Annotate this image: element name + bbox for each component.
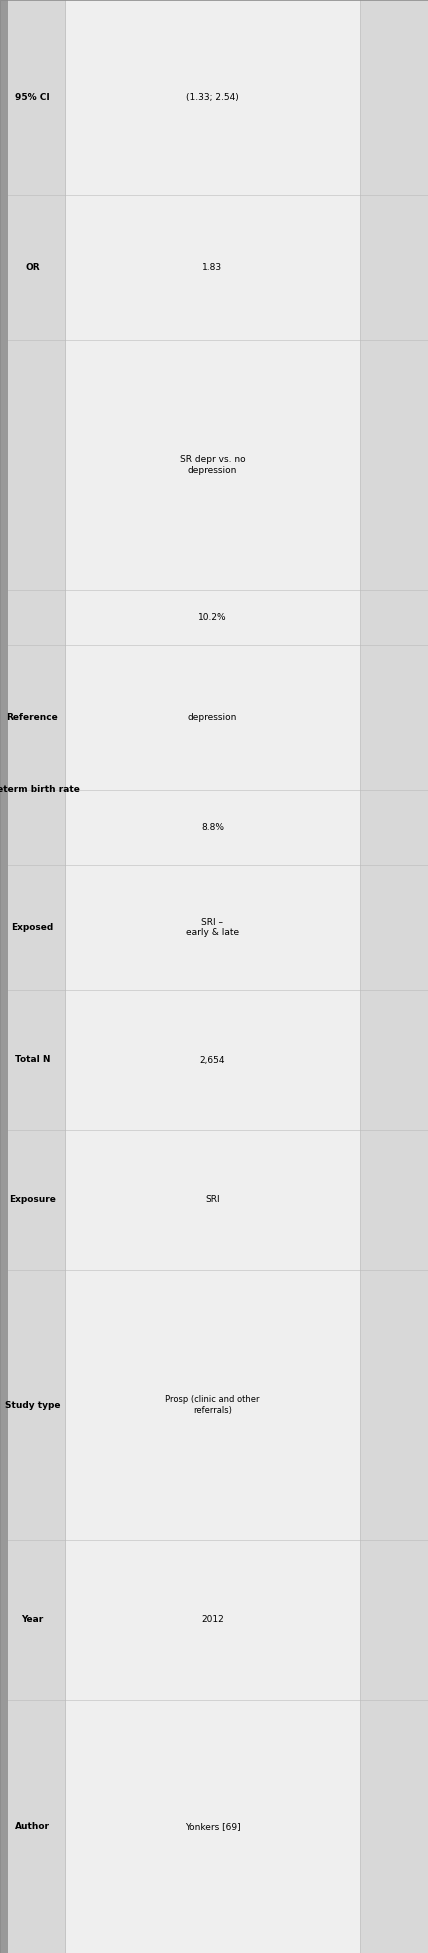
Bar xyxy=(65,0,360,1953)
Text: Exposed: Exposed xyxy=(12,924,54,932)
Text: SRI: SRI xyxy=(205,1195,220,1205)
Text: Exposure: Exposure xyxy=(9,1195,56,1205)
Text: 2,654: 2,654 xyxy=(200,1055,225,1064)
Text: Reference: Reference xyxy=(6,713,58,723)
Text: 95% CI: 95% CI xyxy=(15,94,50,102)
Bar xyxy=(360,0,428,1953)
Text: SRI –
early & late: SRI – early & late xyxy=(186,918,239,937)
Bar xyxy=(0,0,8,1953)
Text: Prosp (clinic and other
referrals): Prosp (clinic and other referrals) xyxy=(165,1394,260,1414)
Text: 10.2%: 10.2% xyxy=(198,613,227,621)
Text: Preterm birth rate: Preterm birth rate xyxy=(0,785,80,795)
Text: Year: Year xyxy=(21,1615,44,1625)
Text: 2012: 2012 xyxy=(201,1615,224,1625)
Text: Study type: Study type xyxy=(5,1400,60,1410)
Bar xyxy=(0,0,65,1953)
Text: Yonkers [69]: Yonkers [69] xyxy=(185,1822,240,1832)
Text: Total N: Total N xyxy=(15,1055,50,1064)
Text: (1.33; 2.54): (1.33; 2.54) xyxy=(186,94,239,102)
Text: SR depr vs. no
depression: SR depr vs. no depression xyxy=(180,455,245,475)
Text: 1.83: 1.83 xyxy=(202,264,223,271)
Text: OR: OR xyxy=(25,264,40,271)
Text: depression: depression xyxy=(188,713,237,723)
Text: 8.8%: 8.8% xyxy=(201,822,224,832)
Text: Author: Author xyxy=(15,1822,50,1832)
